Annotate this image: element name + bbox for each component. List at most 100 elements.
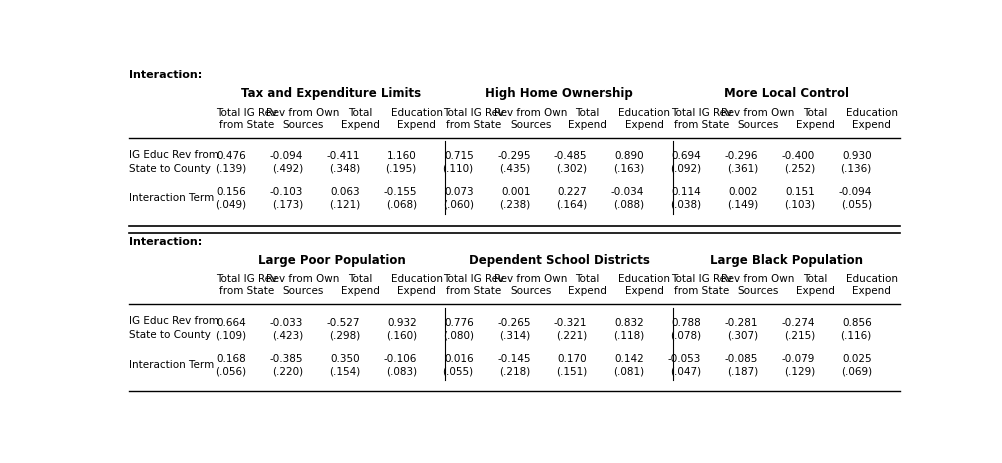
Text: Total
Expend: Total Expend: [796, 274, 835, 295]
Text: (.069): (.069): [841, 365, 872, 375]
Text: Education
Expend: Education Expend: [846, 108, 898, 130]
Text: (.314): (.314): [499, 330, 531, 340]
Text: (.038): (.038): [670, 199, 701, 209]
Text: 0.856: 0.856: [842, 317, 872, 327]
Text: Interaction Term: Interaction Term: [129, 359, 214, 369]
Text: (.348): (.348): [329, 163, 360, 174]
Text: Total IG Rev
from State: Total IG Rev from State: [443, 274, 504, 295]
Text: (.116): (.116): [841, 330, 872, 340]
Text: (.221): (.221): [556, 330, 587, 340]
Text: 0.832: 0.832: [614, 317, 644, 327]
Text: Education
Expend: Education Expend: [618, 108, 670, 130]
Text: Rev from Own
Sources: Rev from Own Sources: [267, 274, 340, 295]
Text: (.195): (.195): [386, 163, 417, 174]
Text: State to County: State to County: [129, 163, 211, 173]
Text: 0.025: 0.025: [843, 353, 872, 363]
Text: (.055): (.055): [841, 199, 872, 209]
Text: (.049): (.049): [215, 199, 246, 209]
Text: 0.476: 0.476: [216, 151, 246, 161]
Text: -0.485: -0.485: [554, 151, 587, 161]
Text: (.092): (.092): [670, 163, 701, 174]
Text: (.080): (.080): [443, 330, 474, 340]
Text: Rev from Own
Sources: Rev from Own Sources: [721, 108, 795, 130]
Text: 0.776: 0.776: [444, 317, 474, 327]
Text: (.081): (.081): [613, 365, 644, 375]
Text: -0.400: -0.400: [782, 151, 815, 161]
Text: Large Black Population: Large Black Population: [710, 253, 863, 266]
Text: (.160): (.160): [386, 330, 417, 340]
Text: -0.079: -0.079: [782, 353, 815, 363]
Text: -0.385: -0.385: [270, 353, 304, 363]
Text: Interaction:: Interaction:: [129, 70, 202, 80]
Text: 0.170: 0.170: [558, 353, 587, 363]
Text: Interaction:: Interaction:: [129, 237, 202, 247]
Text: (.435): (.435): [499, 163, 531, 174]
Text: (.060): (.060): [443, 199, 474, 209]
Text: Tax and Expenditure Limits: Tax and Expenditure Limits: [241, 87, 422, 100]
Text: Rev from Own
Sources: Rev from Own Sources: [721, 274, 795, 295]
Text: (.252): (.252): [784, 163, 815, 174]
Text: (.136): (.136): [841, 163, 872, 174]
Text: Total IG Rev
from State: Total IG Rev from State: [443, 108, 504, 130]
Text: (.164): (.164): [556, 199, 587, 209]
Text: Total
Expend: Total Expend: [568, 274, 607, 295]
Text: -0.281: -0.281: [724, 317, 759, 327]
Text: (.187): (.187): [726, 365, 759, 375]
Text: Total
Expend: Total Expend: [341, 108, 380, 130]
Text: 0.930: 0.930: [843, 151, 872, 161]
Text: Total IG Rev
from State: Total IG Rev from State: [670, 274, 731, 295]
Text: 0.001: 0.001: [501, 187, 531, 197]
Text: -0.155: -0.155: [384, 187, 417, 197]
Text: Total
Expend: Total Expend: [568, 108, 607, 130]
Text: 0.890: 0.890: [614, 151, 644, 161]
Text: (.163): (.163): [613, 163, 644, 174]
Text: 0.073: 0.073: [444, 187, 474, 197]
Text: (.220): (.220): [272, 365, 304, 375]
Text: Education
Expend: Education Expend: [846, 274, 898, 295]
Text: -0.053: -0.053: [667, 353, 701, 363]
Text: Large Poor Population: Large Poor Population: [258, 253, 406, 266]
Text: -0.274: -0.274: [782, 317, 815, 327]
Text: (.298): (.298): [329, 330, 360, 340]
Text: (.055): (.055): [443, 365, 474, 375]
Text: (.307): (.307): [726, 330, 759, 340]
Text: (.218): (.218): [499, 365, 531, 375]
Text: Rev from Own
Sources: Rev from Own Sources: [494, 274, 567, 295]
Text: 0.694: 0.694: [671, 151, 701, 161]
Text: 1.160: 1.160: [387, 151, 417, 161]
Text: 0.932: 0.932: [387, 317, 417, 327]
Text: Total IG Rev
from State: Total IG Rev from State: [670, 108, 731, 130]
Text: (.149): (.149): [726, 199, 759, 209]
Text: 0.114: 0.114: [671, 187, 701, 197]
Text: Rev from Own
Sources: Rev from Own Sources: [267, 108, 340, 130]
Text: -0.106: -0.106: [384, 353, 417, 363]
Text: -0.103: -0.103: [270, 187, 304, 197]
Text: -0.033: -0.033: [270, 317, 304, 327]
Text: -0.411: -0.411: [327, 151, 360, 161]
Text: (.492): (.492): [272, 163, 304, 174]
Text: (.118): (.118): [613, 330, 644, 340]
Text: Interaction Term: Interaction Term: [129, 193, 214, 203]
Text: -0.094: -0.094: [270, 151, 304, 161]
Text: Total IG Rev
from State: Total IG Rev from State: [215, 274, 277, 295]
Text: (.103): (.103): [784, 199, 815, 209]
Text: Total
Expend: Total Expend: [796, 108, 835, 130]
Text: 0.063: 0.063: [331, 187, 360, 197]
Text: Education
Expend: Education Expend: [391, 108, 443, 130]
Text: (.215): (.215): [784, 330, 815, 340]
Text: (.238): (.238): [499, 199, 531, 209]
Text: (.109): (.109): [215, 330, 246, 340]
Text: -0.085: -0.085: [724, 353, 759, 363]
Text: 0.156: 0.156: [216, 187, 246, 197]
Text: -0.145: -0.145: [497, 353, 531, 363]
Text: (.139): (.139): [215, 163, 246, 174]
Text: Dependent School Districts: Dependent School Districts: [469, 253, 649, 266]
Text: 0.350: 0.350: [331, 353, 360, 363]
Text: -0.094: -0.094: [839, 187, 872, 197]
Text: 0.142: 0.142: [614, 353, 644, 363]
Text: (.083): (.083): [386, 365, 417, 375]
Text: 0.002: 0.002: [728, 187, 759, 197]
Text: (.056): (.056): [215, 365, 246, 375]
Text: -0.527: -0.527: [327, 317, 360, 327]
Text: -0.295: -0.295: [497, 151, 531, 161]
